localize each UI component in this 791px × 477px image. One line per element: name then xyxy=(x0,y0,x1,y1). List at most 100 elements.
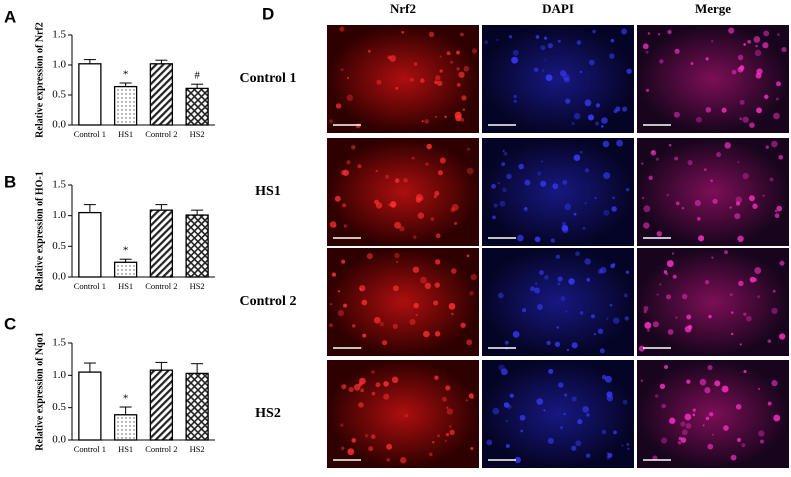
cell xyxy=(366,253,373,260)
cell xyxy=(341,384,347,390)
cell xyxy=(575,440,582,447)
cell xyxy=(773,414,781,422)
cell xyxy=(346,160,351,165)
cell xyxy=(411,156,415,160)
cell xyxy=(536,398,544,405)
cell xyxy=(716,152,722,158)
x-tick-label: HS1 xyxy=(118,281,133,291)
cell xyxy=(399,457,407,464)
cell xyxy=(613,109,618,114)
cell xyxy=(533,67,539,72)
cell xyxy=(743,43,746,46)
cell xyxy=(579,70,583,74)
cell xyxy=(673,111,680,118)
cell xyxy=(387,55,392,60)
cell xyxy=(695,116,702,123)
cell xyxy=(340,68,344,72)
cell xyxy=(329,303,333,306)
cell xyxy=(742,116,749,123)
cell xyxy=(560,426,563,429)
y-axis-label: Relative expression of HO-1 xyxy=(34,171,45,291)
cell xyxy=(714,380,721,387)
cell xyxy=(603,209,610,216)
cell xyxy=(765,145,769,149)
cell xyxy=(627,447,630,450)
cell xyxy=(707,365,713,371)
cell xyxy=(435,75,441,81)
cell xyxy=(424,119,429,124)
cell xyxy=(674,48,680,54)
cell xyxy=(466,167,474,175)
y-tick-label: 1.5 xyxy=(52,179,66,191)
cell xyxy=(781,46,787,53)
cell xyxy=(359,285,366,292)
cell xyxy=(659,383,666,390)
cell xyxy=(565,310,568,313)
cell xyxy=(626,68,632,74)
cell xyxy=(651,150,654,154)
cell xyxy=(685,423,692,429)
cell xyxy=(496,38,499,42)
micrograph-glow xyxy=(327,248,479,356)
cell xyxy=(437,80,443,86)
x-tick-label: HS1 xyxy=(118,129,133,139)
cell xyxy=(610,263,615,269)
cell xyxy=(664,364,668,369)
cell xyxy=(675,201,680,206)
cell xyxy=(561,224,569,232)
cell xyxy=(340,423,344,427)
cell xyxy=(469,291,474,296)
panel-label: D xyxy=(262,4,274,23)
cell xyxy=(763,30,770,37)
cell xyxy=(498,364,505,371)
cell xyxy=(737,54,744,61)
cell xyxy=(753,36,761,43)
cell xyxy=(595,103,601,108)
cell xyxy=(621,106,628,112)
micrograph xyxy=(637,248,789,356)
cell xyxy=(433,195,437,199)
column-header: Nrf2 xyxy=(390,1,416,16)
micrograph xyxy=(327,138,479,246)
cell xyxy=(389,201,397,208)
cell xyxy=(506,173,512,180)
cell xyxy=(739,99,745,105)
cell xyxy=(370,434,376,439)
cell xyxy=(729,206,732,209)
cell xyxy=(724,142,731,149)
cell xyxy=(603,172,611,180)
cell xyxy=(687,160,693,166)
cell xyxy=(386,443,393,450)
cell xyxy=(373,316,381,324)
cell xyxy=(342,203,347,208)
cell xyxy=(386,457,391,462)
cell xyxy=(684,325,692,333)
cell xyxy=(710,179,714,183)
cell xyxy=(571,445,577,451)
micrograph xyxy=(637,360,789,468)
cell xyxy=(454,111,462,119)
micrograph xyxy=(482,248,634,356)
bar xyxy=(149,63,174,126)
cell xyxy=(642,43,649,50)
column-header: DAPI xyxy=(542,1,574,16)
cell xyxy=(757,295,760,299)
row-label: Control 2 xyxy=(240,294,297,309)
cell xyxy=(684,413,692,421)
cell xyxy=(497,292,504,299)
cell xyxy=(456,67,460,71)
cell xyxy=(694,200,701,207)
cell xyxy=(646,328,650,332)
cell xyxy=(564,203,571,211)
cell xyxy=(353,384,361,391)
cell xyxy=(434,190,440,197)
bar xyxy=(149,369,174,441)
significance-label: * xyxy=(123,393,129,405)
cell xyxy=(661,437,668,444)
cell xyxy=(731,69,737,75)
cell xyxy=(699,378,707,386)
cell xyxy=(737,235,744,242)
cell xyxy=(762,42,769,49)
cell xyxy=(545,74,553,82)
